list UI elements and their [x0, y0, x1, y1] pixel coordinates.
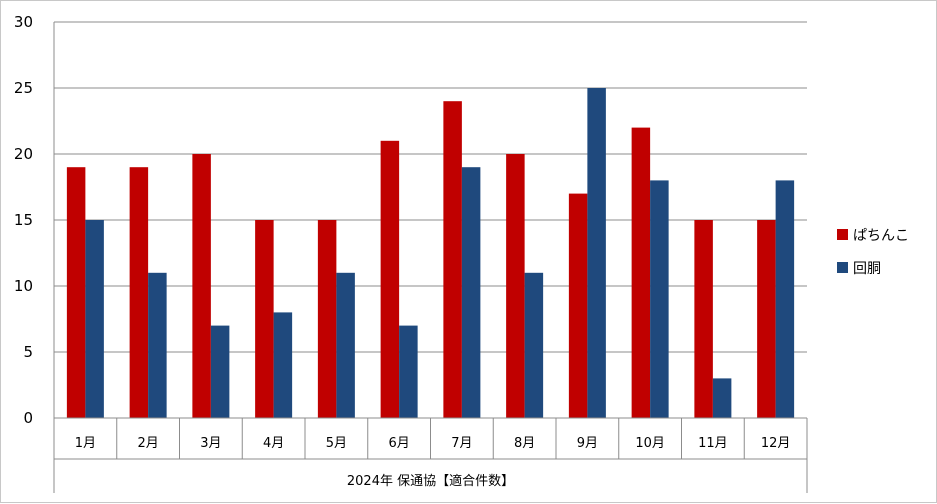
bar-pachinko [757, 220, 776, 418]
legend-swatch [837, 262, 848, 273]
bar-kaido [461, 167, 481, 418]
x-tick-label: 10月 [635, 436, 665, 451]
x-tick-label: 4月 [263, 436, 284, 451]
bar-kaido [85, 220, 104, 418]
bar-kaido [148, 272, 167, 418]
x-tick-label: 11月 [698, 436, 728, 451]
bar-kaido [587, 88, 606, 418]
bar-pachinko [506, 154, 525, 418]
bar-pachinko [694, 220, 713, 418]
bar-pachinko [443, 101, 462, 418]
bar-pachinko [255, 220, 274, 418]
bar-kaido [399, 325, 418, 418]
legend-label: ぱちんこ [853, 228, 909, 244]
x-tick-label: 3月 [200, 436, 221, 451]
y-tick-label: 5 [23, 343, 33, 361]
bar-kaido [650, 180, 669, 418]
bar-kaido [524, 272, 544, 418]
bar-kaido [712, 378, 732, 418]
gridlines [54, 21, 807, 419]
bar-kaido [273, 312, 293, 418]
legend-swatch [837, 229, 848, 240]
bar-pachinko [568, 193, 588, 418]
legend-label: 回胴 [853, 261, 881, 277]
bar-pachinko [631, 127, 651, 418]
y-tick-label: 0 [23, 409, 33, 427]
y-tick-label: 30 [14, 13, 33, 31]
bars [66, 88, 795, 419]
y-tick-label: 15 [14, 211, 33, 229]
y-axis-ticks: 0 5 10 15 20 25 30 [14, 13, 33, 427]
bar-pachinko [380, 140, 400, 419]
x-tick-label: 12月 [761, 436, 791, 451]
bar-pachinko [317, 220, 337, 418]
x-tick-label: 1月 [75, 436, 96, 451]
x-tick-label: 7月 [451, 436, 472, 451]
bar-kaido [336, 272, 355, 418]
x-tick-label: 9月 [577, 436, 598, 451]
x-tick-label: 2月 [137, 436, 158, 451]
x-tick-label: 8月 [514, 436, 535, 451]
bar-pachinko [66, 167, 86, 418]
y-tick-label: 10 [14, 277, 33, 295]
y-tick-label: 25 [14, 79, 33, 97]
bar-pachinko [129, 167, 149, 418]
x-tick-label: 6月 [388, 436, 409, 451]
x-axis-title: 2024年 保通協【適合件数】 [347, 473, 514, 489]
x-tick-label: 5月 [326, 436, 347, 451]
bar-kaido [775, 180, 795, 418]
bar-kaido [210, 325, 230, 418]
y-tick-label: 20 [14, 145, 33, 163]
bar-pachinko [192, 154, 211, 418]
x-axis: 1月 2月 3月 4月 5月 6月 7月 8月 9月 10月 11月 12月 [53, 22, 808, 493]
